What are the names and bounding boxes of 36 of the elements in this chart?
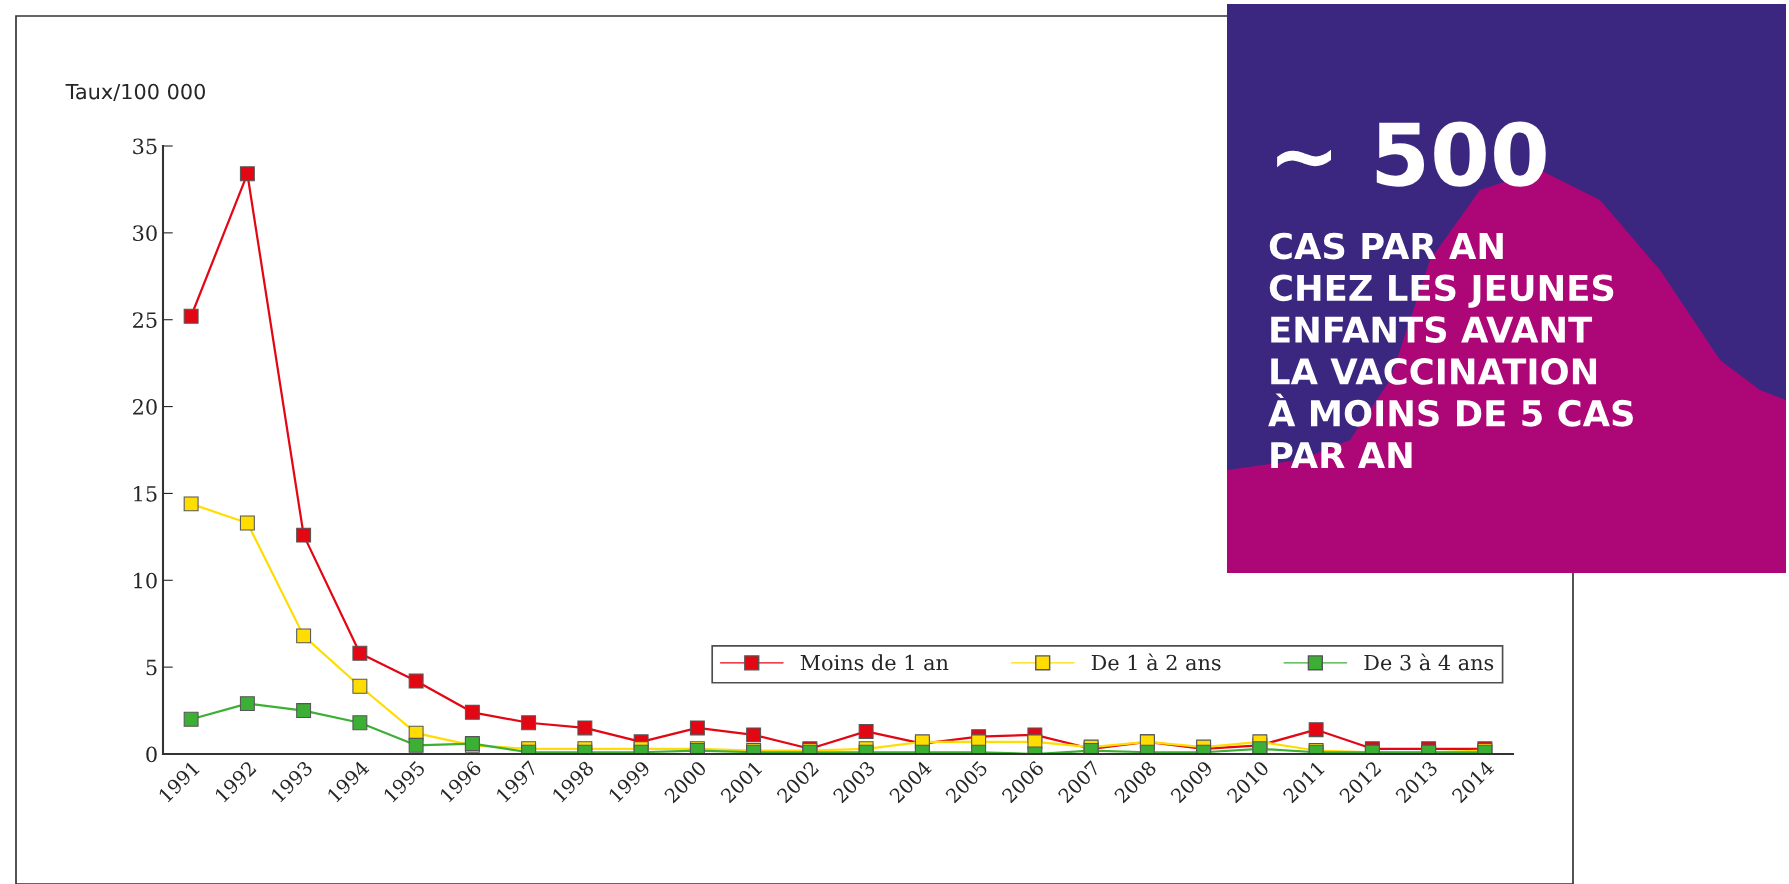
point: [296, 628, 312, 644]
annotation: ~ 500: [1277, 121, 1546, 187]
legend-label: De 1 à 2 ans: [1091, 653, 1221, 671]
y-tick-label: 5: [146, 659, 157, 676]
legend-label: Moins de 1 an: [800, 654, 949, 671]
point: [183, 308, 199, 324]
y-tick-label: 15: [134, 485, 157, 502]
point: [239, 515, 255, 531]
y-tick-label: 35: [133, 138, 157, 155]
point: [183, 711, 199, 727]
point: [352, 715, 368, 731]
point: [296, 527, 312, 543]
point: [746, 727, 762, 743]
point: [352, 645, 368, 661]
point: [408, 673, 424, 689]
point: [352, 678, 368, 694]
point: [408, 737, 424, 753]
point: [858, 723, 874, 739]
y-tick-label: 0: [146, 746, 157, 763]
y-tick-label: 30: [133, 225, 157, 242]
y-tick-label: 20: [133, 399, 157, 415]
point: [1252, 741, 1268, 754]
point: [296, 703, 312, 719]
point: [1308, 722, 1324, 738]
y-tick-label: 25: [133, 312, 157, 328]
point: [239, 696, 255, 712]
point: [577, 720, 593, 736]
point: [464, 704, 480, 720]
point: [239, 166, 255, 182]
annotation: CAS PAR AN CHEZ LES JEUNES ENFANTS AVANT LA VACCINATION À MOINS DE 5 CAS PAR AN: [1268, 232, 1633, 468]
point: [521, 715, 537, 731]
y-axis-title: Taux/100 000: [65, 83, 205, 102]
y-tick-label: 10: [134, 572, 157, 589]
point: [183, 496, 199, 512]
point: [689, 720, 705, 736]
legend-label: De 3 à 4 ans: [1364, 653, 1494, 671]
